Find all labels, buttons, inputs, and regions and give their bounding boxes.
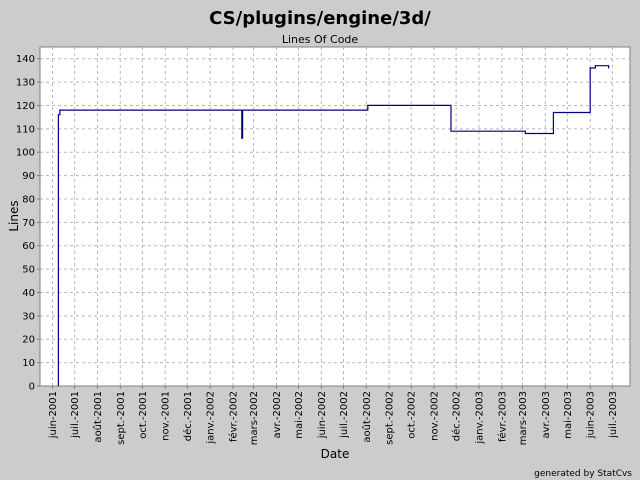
y-tick-label: 50	[22, 265, 35, 276]
plot-area	[39, 46, 631, 387]
y-tick-label: 80	[22, 194, 35, 205]
x-tick-label: avr.-2003	[541, 391, 552, 438]
y-tick-label: 70	[22, 218, 35, 229]
x-tick-label: janv.-2003	[475, 391, 486, 445]
x-axis-ticks: juin-2001 juil.-2001 août-2001 sept.-2001 oc…	[48, 386, 619, 445]
y-tick-label: 100	[16, 148, 35, 159]
grid-lines	[40, 47, 630, 386]
y-tick-label: 90	[22, 171, 35, 182]
y-tick-label: 110	[16, 124, 35, 135]
x-tick-label: juin-2002	[317, 391, 328, 439]
chart-subtitle: Lines Of Code	[282, 33, 359, 46]
x-tick-label: nov.-2001	[161, 391, 172, 441]
series-line	[57, 65, 610, 387]
x-axis-label: Date	[321, 447, 350, 461]
x-tick-label: mai-2002	[294, 391, 305, 439]
x-tick-label: déc.-2001	[182, 391, 194, 441]
x-tick-label: sept.-2002	[385, 391, 396, 445]
x-tick-label: juil.-2003	[608, 391, 619, 439]
x-tick-label: févr.-2002	[227, 391, 239, 442]
y-axis-ticks: 0 10 20 30 40 50 60 70 80 90 100 110 120 130 140	[16, 54, 40, 393]
data-point	[608, 67, 610, 69]
data-point	[241, 109, 244, 111]
chart-title: CS/plugins/engine/3d/	[209, 8, 431, 29]
x-tick-label: mai-2003	[563, 391, 574, 439]
x-tick-label: juil.-2002	[339, 391, 350, 439]
data-point	[552, 111, 554, 114]
x-tick-label: août-2002	[361, 391, 373, 443]
data-point	[367, 104, 369, 107]
data-point	[241, 137, 243, 139]
y-tick-label: 60	[22, 241, 35, 252]
data-point	[59, 109, 61, 111]
x-tick-label: juin-2001	[48, 391, 59, 439]
y-tick-label: 130	[16, 78, 35, 89]
x-tick-label: juin-2003	[586, 391, 597, 439]
y-tick-label: 120	[16, 101, 35, 112]
x-tick-label: oct.-2002	[407, 391, 418, 439]
data-point	[57, 114, 60, 116]
x-tick-label: janv.-2002	[206, 391, 217, 445]
data-point	[589, 67, 591, 69]
x-tick-label: avr.-2002	[272, 391, 283, 438]
data-point	[594, 65, 596, 67]
y-tick-label: 0	[29, 382, 35, 393]
x-tick-label: févr.-2003	[496, 391, 508, 442]
x-tick-label: nov.-2002	[430, 391, 441, 441]
x-tick-label: mars-2002	[249, 391, 260, 445]
y-tick-label: 30	[22, 311, 35, 322]
y-tick-label: 10	[22, 358, 35, 369]
y-axis-label: Lines	[7, 200, 21, 231]
y-tick-label: 40	[22, 288, 35, 299]
y-tick-label: 140	[16, 54, 35, 65]
x-tick-label: août-2001	[92, 391, 104, 443]
x-tick-label: mars-2003	[518, 391, 529, 445]
x-tick-label: sept.-2001	[116, 391, 127, 445]
x-tick-label: déc.-2002	[451, 391, 463, 441]
data-point	[524, 132, 527, 135]
x-tick-label: oct.-2001	[138, 391, 149, 439]
data-point	[450, 130, 452, 132]
y-tick-label: 20	[22, 335, 35, 346]
x-tick-label: juil.-2001	[70, 391, 81, 439]
footer-credit: generated by StatCvs	[534, 469, 632, 479]
